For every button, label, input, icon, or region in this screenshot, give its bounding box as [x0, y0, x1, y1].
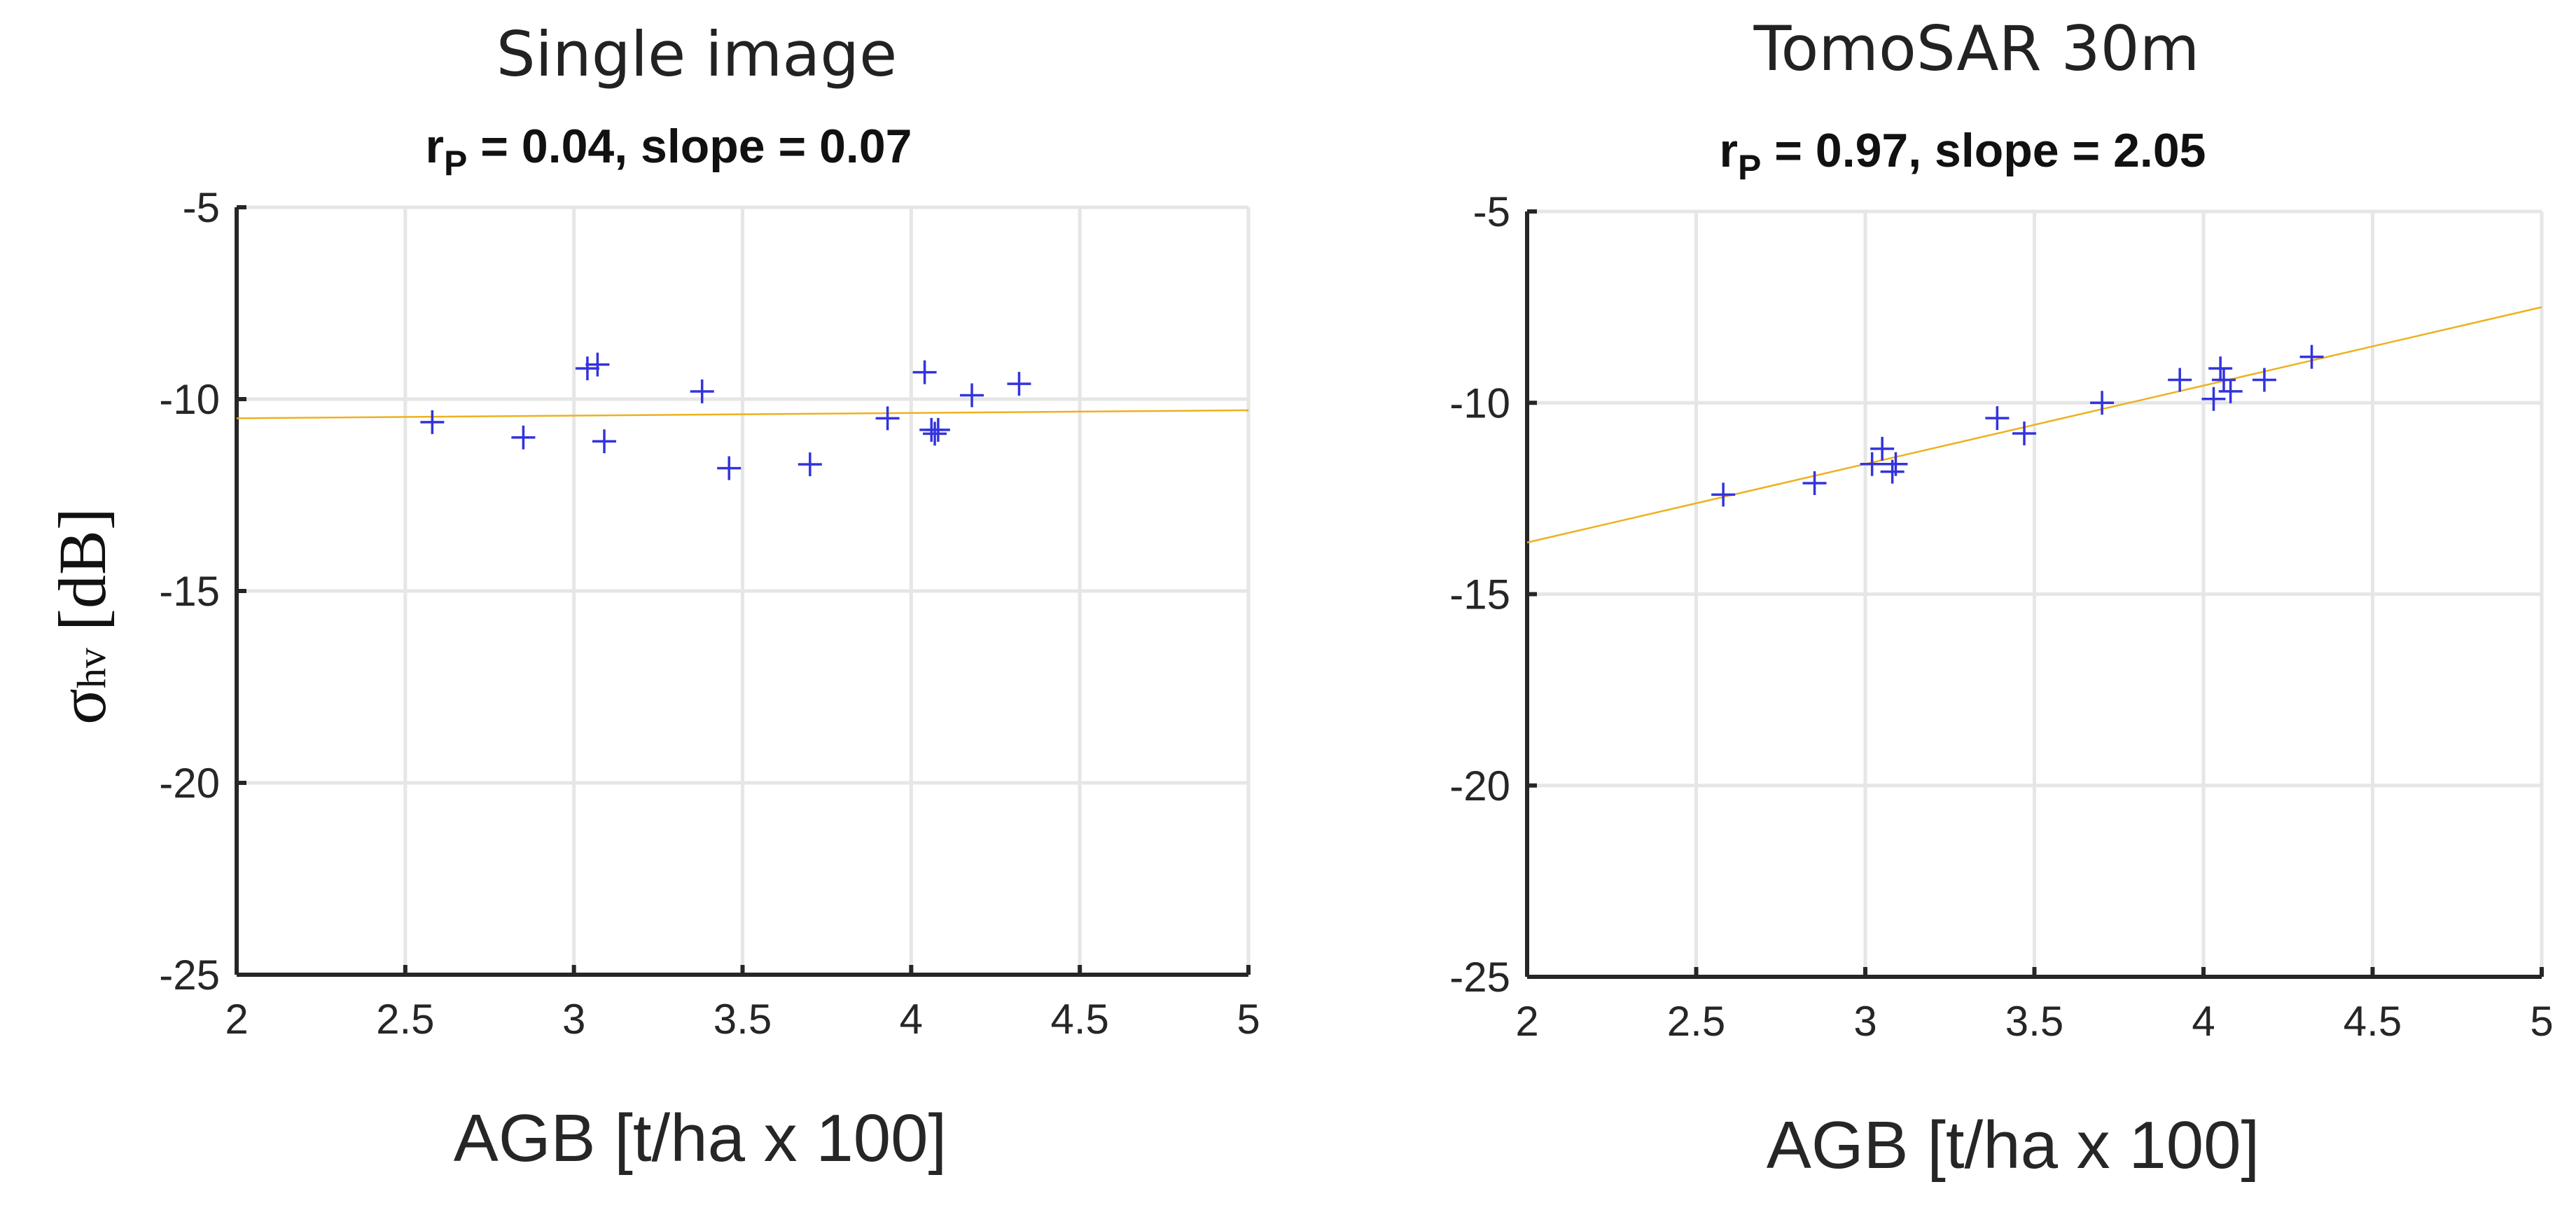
- data-point: [1860, 452, 1884, 476]
- chart-panel-tomosar-30m: TomoSAR 30m rP = 0.97, slope = 2.05 -25-…: [1449, 13, 2553, 1183]
- data-point: [1884, 452, 1908, 476]
- data-point: [912, 360, 937, 384]
- plot-area: -25 -20 -15 -10 -5 2 2.5 3 3.5 4 4.5 5: [159, 184, 1260, 1043]
- data-point: [1870, 436, 1895, 461]
- subtitle-index: P: [444, 144, 467, 183]
- data-point: [1007, 372, 1031, 396]
- y-tick-label: -10: [159, 376, 220, 423]
- data-point: [923, 422, 947, 446]
- chart-title: Single image: [496, 18, 898, 90]
- data-point: [511, 425, 536, 450]
- data-point: [2218, 379, 2243, 403]
- subtitle-stats: = 0.04, slope = 0.07: [467, 120, 912, 173]
- x-tick-label: 4.5: [1050, 996, 1108, 1043]
- y-tick-label: -20: [1449, 763, 1510, 809]
- x-tick-label: 4: [900, 996, 923, 1043]
- x-tick-label: 3: [562, 996, 585, 1043]
- y-axis-label-subscript: hv: [69, 648, 114, 688]
- data-point: [2208, 356, 2233, 381]
- x-tick-label: 4: [2192, 998, 2215, 1045]
- y-tick-label: -5: [183, 184, 220, 231]
- x-tick-label: 2.5: [376, 996, 434, 1043]
- data-point: [960, 383, 984, 408]
- y-tick-label: -5: [1473, 188, 1510, 235]
- regression-line: [236, 409, 1249, 419]
- data-point: [2012, 421, 2037, 445]
- data-point: [1985, 406, 2010, 431]
- subtitle-stats: = 0.97, slope = 2.05: [1761, 124, 2206, 177]
- data-point: [717, 456, 742, 480]
- y-tick-label: -15: [1449, 571, 1510, 618]
- x-axis-label: AGB [t/ha x 100]: [454, 1101, 947, 1176]
- data-point: [585, 352, 610, 377]
- y-tick-label: -10: [1449, 380, 1510, 426]
- y-axis-label-unit: [dB]: [45, 508, 120, 648]
- x-tick-label: 4.5: [2344, 998, 2402, 1045]
- x-tick-label: 5: [1237, 996, 1260, 1043]
- x-tick-label: 2: [1515, 998, 1538, 1045]
- data-point: [926, 417, 950, 442]
- y-tick-label: -15: [159, 568, 220, 615]
- data-point: [2168, 368, 2192, 392]
- data-point: [1802, 471, 1827, 496]
- data-point: [2299, 345, 2324, 369]
- x-tick-label: 2: [225, 996, 248, 1043]
- data-point: [875, 406, 900, 431]
- data-point: [2211, 368, 2236, 392]
- data-point: [592, 429, 617, 454]
- chart-subtitle: rP = 0.97, slope = 2.05: [1720, 124, 2206, 187]
- y-axis-label-symbol: σ: [45, 688, 120, 725]
- x-tick-label: 3: [1853, 998, 1877, 1045]
- plot-area: -25 -20 -15 -10 -5 2 2.5 3 3.5 4 4.5 5: [1449, 188, 2553, 1045]
- data-point: [420, 410, 445, 434]
- x-tick-label: 2.5: [1667, 998, 1725, 1045]
- x-axis-label: AGB [t/ha x 100]: [1767, 1108, 2260, 1183]
- data-point: [2252, 368, 2276, 392]
- x-tick-label: 3.5: [2005, 998, 2063, 1045]
- x-tick-label: 5: [2530, 998, 2553, 1045]
- data-point: [2090, 391, 2115, 415]
- y-tick-label: -20: [159, 760, 220, 807]
- y-axis-label: σhv [dB]: [45, 508, 120, 725]
- data-point: [1711, 482, 1736, 507]
- y-tick-label: -25: [1449, 954, 1510, 1001]
- data-point: [575, 356, 599, 381]
- subtitle-r: r: [1720, 124, 1738, 177]
- subtitle-index: P: [1738, 148, 1761, 187]
- y-tick-label: -25: [159, 952, 220, 999]
- subtitle-r: r: [426, 120, 444, 173]
- chart-subtitle: rP = 0.04, slope = 0.07: [426, 120, 912, 183]
- data-point: [798, 452, 822, 477]
- chart-title: TomoSAR 30m: [1753, 13, 2200, 85]
- regression-line: [1526, 306, 2542, 543]
- data-point: [690, 380, 714, 404]
- chart-panel-single-image: Single image rP = 0.04, slope = 0.07 -25…: [159, 18, 1260, 1176]
- data-point: [2201, 387, 2226, 411]
- x-tick-label: 3.5: [713, 996, 772, 1043]
